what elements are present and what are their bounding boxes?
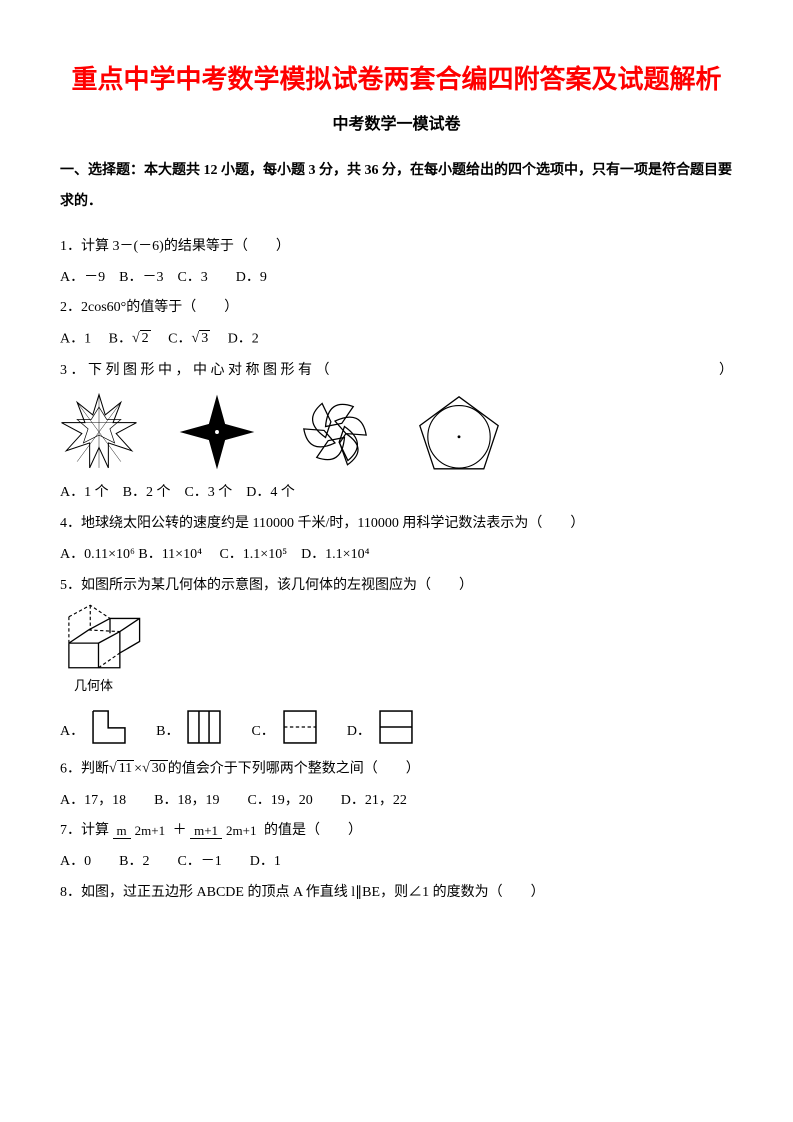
q1-stem: 1．计算 3－(－6)的结果等于（ ） xyxy=(60,232,733,263)
shape-star8-icon xyxy=(60,393,138,471)
denominator: 2m+1 xyxy=(131,823,169,838)
q8-stem: 8．如图，过正五边形 ABCDE 的顶点 A 作直线 l∥BE，则∠1 的度数为… xyxy=(60,878,733,909)
view-c-icon xyxy=(279,706,321,748)
q7-options: A．0 B．2 C．－1 D．1 xyxy=(60,847,733,878)
q2-opt-b: B． xyxy=(109,332,132,347)
q3-shapes xyxy=(60,392,733,472)
sqrt-icon: √3 xyxy=(192,324,211,355)
section-1-heading: 一、选择题：本大题共 12 小题，每小题 3 分，共 36 分，在每小题给出的四… xyxy=(60,156,733,218)
q6-mid: × xyxy=(134,762,142,777)
q7-stem: 7．计算 m2m+1 ＋ m+12m+1 的值是（ ） xyxy=(60,816,733,847)
q3-options: A．1 个 B．2 个 C．3 个 D．4 个 xyxy=(60,478,733,509)
radicand: 3 xyxy=(199,330,210,346)
q2-opt-d: D．2 xyxy=(228,332,259,347)
q5-options: A． B． C． D． xyxy=(60,706,733,748)
radicand: 30 xyxy=(150,760,168,776)
q2-opt-a: A．1 xyxy=(60,332,91,347)
page-subtitle: 中考数学一模试卷 xyxy=(60,107,733,142)
numerator: m xyxy=(113,823,131,839)
q5-opt-a: A． xyxy=(60,706,130,748)
opt-label: C． xyxy=(251,717,274,748)
shape-pinwheel-icon xyxy=(296,393,374,471)
q7-post: 的值是（ ） xyxy=(264,823,362,838)
sqrt-icon: √30 xyxy=(142,754,168,785)
q6-post: 的值会介于下列哪两个整数之间（ ） xyxy=(168,762,420,777)
opt-label: A． xyxy=(60,717,84,748)
q3-stem-left: 3 ． 下 列 图 形 中 ， 中 心 对 称 图 形 有 （ xyxy=(60,356,330,387)
q7-pre: 7．计算 xyxy=(60,823,109,838)
view-d-icon xyxy=(375,706,417,748)
page-title: 重点中学中考数学模拟试卷两套合编四附答案及试题解析 xyxy=(60,60,733,99)
q2-options: A．1 B．√2 C．√3 D．2 xyxy=(60,324,733,355)
radicand: 11 xyxy=(117,760,134,776)
q6-stem: 6．判断√11×√30的值会介于下列哪两个整数之间（ ） xyxy=(60,754,733,785)
shape-pentagon-icon xyxy=(414,392,504,472)
radicand: 2 xyxy=(140,330,151,346)
q5-opt-d: D． xyxy=(347,706,417,748)
fraction-2: m+12m+1 xyxy=(190,824,260,838)
q4-options: A．0.11×10⁶ B．11×10⁴ C．1.1×10⁵ D．1.1×10⁴ xyxy=(60,540,733,571)
q2-opt-c: C． xyxy=(168,332,191,347)
q4-stem: 4．地球绕太阳公转的速度约是 110000 千米/时，110000 用科学记数法… xyxy=(60,509,733,540)
plus: ＋ xyxy=(173,823,187,838)
q1-options: A．－9 B．－3 C．3 D．9 xyxy=(60,263,733,294)
denominator: 2m+1 xyxy=(222,823,260,838)
view-a-icon xyxy=(88,706,130,748)
sqrt-icon: √2 xyxy=(132,324,151,355)
q5-geometry: 几何体 xyxy=(60,602,733,701)
opt-label: D． xyxy=(347,717,371,748)
geometry-3d-icon xyxy=(60,602,160,676)
shape-star4-icon xyxy=(178,393,256,471)
view-b-icon xyxy=(183,706,225,748)
q5-opt-c: C． xyxy=(251,706,320,748)
q6-pre: 6．判断 xyxy=(60,762,109,777)
sqrt-icon: √11 xyxy=(109,754,134,785)
fraction-1: m2m+1 xyxy=(113,824,170,838)
q5-opt-b: B． xyxy=(156,706,225,748)
q5-stem: 5．如图所示为某几何体的示意图，该几何体的左视图应为（ ） xyxy=(60,571,733,602)
q6-options: A．17，18 B．18，19 C．19，20 D．21，22 xyxy=(60,786,733,817)
geometry-label: 几何体 xyxy=(74,672,733,701)
q3-stem-right: ） xyxy=(719,356,733,387)
opt-label: B． xyxy=(156,717,179,748)
q2-stem: 2．2cos60°的值等于（ ） xyxy=(60,293,733,324)
q3-stem: 3 ． 下 列 图 形 中 ， 中 心 对 称 图 形 有 （ ） xyxy=(60,356,733,387)
numerator: m+1 xyxy=(190,823,222,839)
